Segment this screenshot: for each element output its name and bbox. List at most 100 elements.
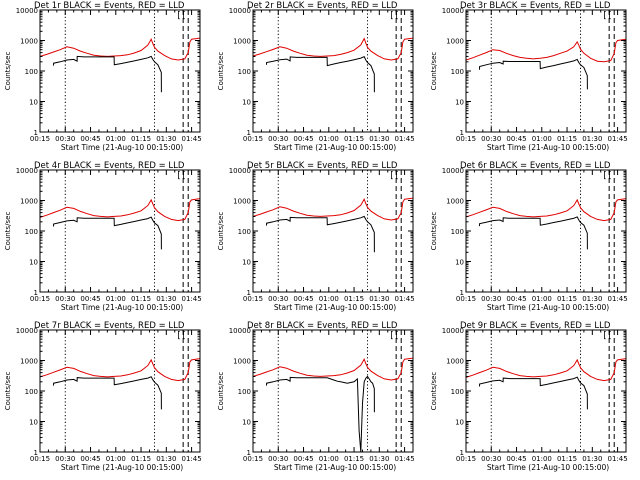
x-axis-label: Start Time (21-Aug-10 00:15:00) (274, 143, 396, 152)
y-tick-label: 1000 (446, 38, 464, 46)
bracket-mark: [ (390, 11, 394, 21)
x-tick-label: 01:00 (106, 295, 126, 303)
bracket-mark: [ (603, 11, 607, 21)
plot-frame (39, 169, 201, 293)
plot-frame (252, 9, 414, 133)
y-tick-label: 1000 (233, 358, 251, 366)
plot-frame (252, 169, 414, 293)
plot-frame (465, 329, 627, 453)
y-axis-label: Counts/sec (4, 52, 12, 91)
x-tick-label: 00:15 (456, 455, 476, 463)
y-tick-label: 100 (25, 68, 38, 76)
bracket-mark: [ (390, 331, 394, 341)
x-axis-label: Start Time (21-Aug-10 00:15:00) (274, 303, 396, 312)
bracket-mark: [ (395, 331, 399, 341)
y-tick-label: 10 (29, 419, 38, 427)
x-tick-label: 01:00 (532, 455, 552, 463)
panel-title: Det 6r BLACK = Events, RED = LLD (460, 161, 611, 171)
x-tick-label: 00:45 (80, 135, 100, 143)
series-events-line (53, 55, 162, 93)
series-lld-line (253, 197, 413, 221)
y-tick-label: 10 (455, 259, 464, 267)
bracket-mark: [ (608, 331, 612, 341)
bracket-mark: [ (395, 11, 399, 21)
x-tick-label: 00:45 (80, 295, 100, 303)
x-tick-label: 00:30 (481, 295, 501, 303)
y-tick-label: 10000 (16, 167, 38, 175)
y-tick-label: 1000 (446, 358, 464, 366)
x-tick-label: 01:15 (557, 135, 577, 143)
bracket-mark: [ (608, 171, 612, 181)
y-tick-label: 1 (247, 449, 251, 457)
x-tick-label: 01:30 (582, 295, 602, 303)
panel-title: Det 1r BLACK = Events, RED = LLD (34, 1, 185, 11)
bracket-mark: [ (608, 11, 612, 21)
y-tick-label: 1 (460, 449, 464, 457)
panel-title: Det 9r BLACK = Events, RED = LLD (460, 321, 611, 331)
series-lld-line (40, 37, 200, 61)
x-tick-label: 01:15 (131, 135, 151, 143)
x-tick-label: 01:15 (131, 455, 151, 463)
x-tick-label: 01:45 (607, 135, 627, 143)
y-tick-label: 10000 (229, 7, 251, 15)
x-axis-label: Start Time (21-Aug-10 00:15:00) (61, 143, 183, 152)
plot-frame (465, 169, 627, 293)
y-axis-label: Counts/sec (217, 52, 225, 91)
y-tick-label: 100 (238, 388, 251, 396)
x-tick-label: 00:45 (506, 455, 526, 463)
panel-title: Det 8r BLACK = Events, RED = LLD (247, 321, 398, 331)
y-tick-label: 10 (455, 99, 464, 107)
panel-title: Det 7r BLACK = Events, RED = LLD (34, 321, 185, 331)
x-tick-label: 00:30 (481, 455, 501, 463)
series-events-line (479, 216, 588, 250)
y-tick-label: 10 (242, 419, 251, 427)
x-tick-label: 01:30 (156, 295, 176, 303)
plot-frame (252, 329, 414, 453)
x-tick-label: 00:15 (456, 135, 476, 143)
series-lld-line (253, 37, 413, 61)
x-tick-label: 01:00 (532, 295, 552, 303)
y-tick-label: 10000 (229, 327, 251, 335)
y-tick-label: 100 (451, 228, 464, 236)
x-tick-label: 01:45 (181, 135, 201, 143)
panel-title: Det 3r BLACK = Events, RED = LLD (460, 1, 611, 11)
x-tick-label: 00:15 (30, 295, 50, 303)
x-tick-label: 00:30 (55, 295, 75, 303)
y-axis-label: Counts/sec (217, 372, 225, 411)
plot-frame (465, 9, 627, 133)
y-axis-label: Counts/sec (430, 212, 438, 251)
y-tick-label: 100 (451, 388, 464, 396)
y-tick-label: 1 (460, 289, 464, 297)
x-tick-label: 01:30 (582, 455, 602, 463)
panel-title: Det 4r BLACK = Events, RED = LLD (34, 161, 185, 171)
y-tick-label: 1000 (20, 198, 38, 206)
x-tick-label: 01:15 (557, 455, 577, 463)
plot-frame (39, 329, 201, 453)
y-tick-label: 10000 (16, 7, 38, 15)
x-axis-label: Start Time (21-Aug-10 00:15:00) (61, 463, 183, 472)
y-tick-label: 1 (247, 129, 251, 137)
y-axis-label: Counts/sec (4, 372, 12, 411)
panel-det3r: Det 3r BLACK = Events, RED = LLD[[1 10 100… (430, 1, 628, 152)
y-tick-label: 1 (34, 449, 38, 457)
series-events-line (266, 56, 375, 93)
x-tick-label: 00:30 (268, 455, 288, 463)
x-tick-label: 00:15 (456, 295, 476, 303)
x-tick-label: 01:00 (532, 135, 552, 143)
y-tick-label: 10000 (442, 167, 464, 175)
y-tick-label: 10 (455, 419, 464, 427)
y-axis-label: Counts/sec (4, 212, 12, 251)
panel-det1r: Det 1r BLACK = Events, RED = LLD[[1 10 100… (4, 1, 202, 152)
x-tick-label: 01:00 (106, 455, 126, 463)
x-tick-label: 00:45 (506, 295, 526, 303)
y-tick-label: 10 (242, 259, 251, 267)
x-tick-label: 01:15 (344, 135, 364, 143)
panel-det5r: Det 5r BLACK = Events, RED = LLD[[1 10 100… (217, 161, 415, 312)
y-tick-label: 10 (242, 99, 251, 107)
bracket-mark: [ (182, 331, 186, 341)
bracket-mark: [ (603, 331, 607, 341)
y-tick-label: 10000 (442, 327, 464, 335)
y-tick-label: 1 (460, 129, 464, 137)
y-tick-label: 10 (29, 259, 38, 267)
y-axis-label: Counts/sec (430, 52, 438, 91)
